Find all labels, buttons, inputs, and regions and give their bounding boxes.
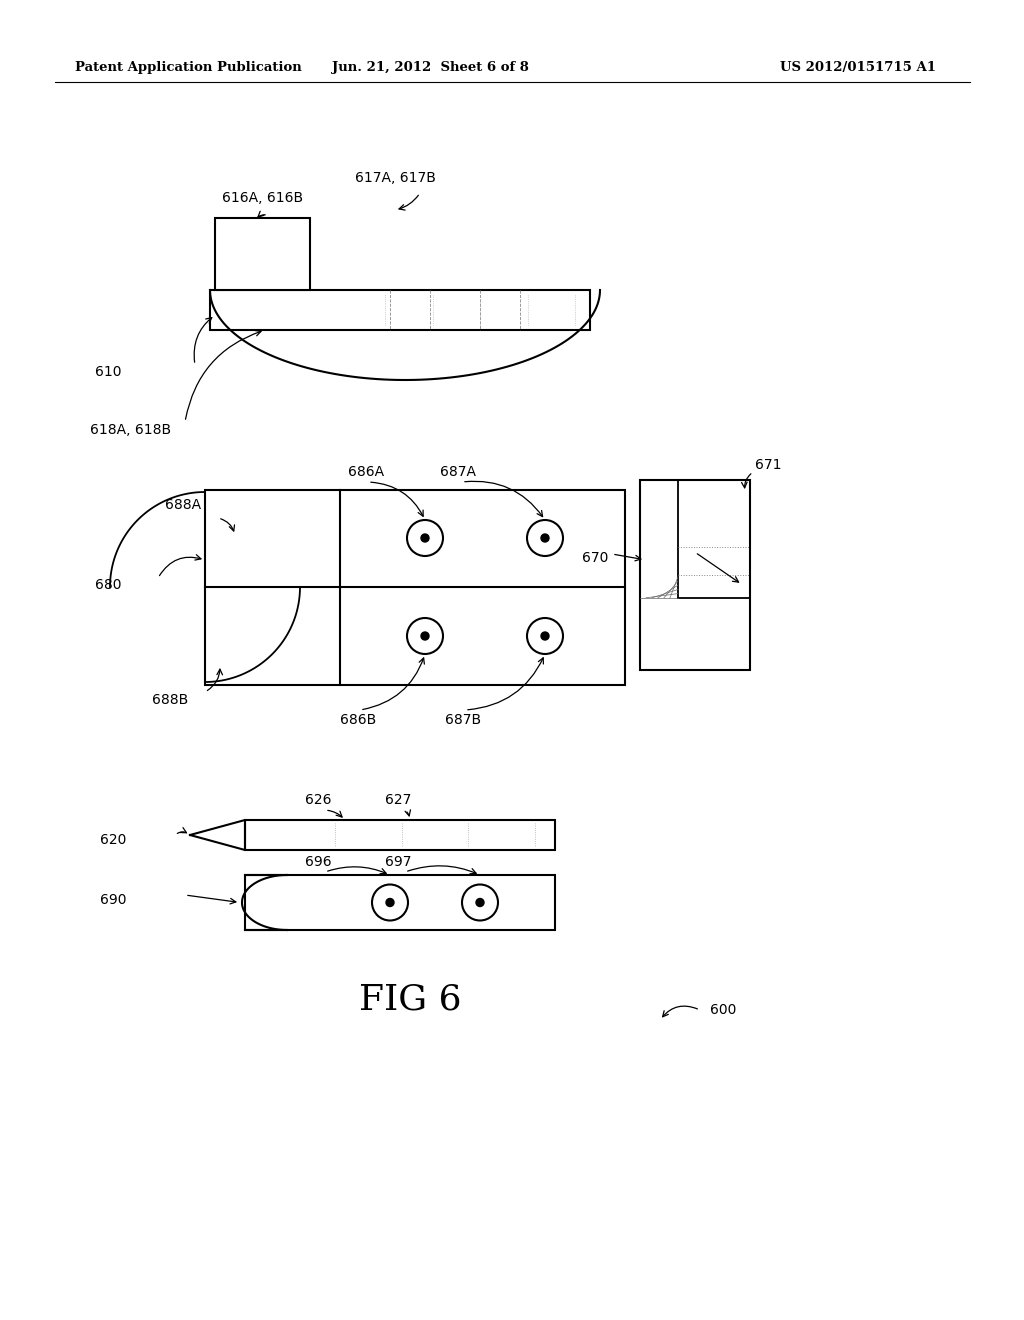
Bar (210, 290, 590, 330)
Text: 600: 600 (710, 1003, 736, 1016)
Text: US 2012/0151715 A1: US 2012/0151715 A1 (780, 62, 936, 74)
Circle shape (421, 632, 429, 640)
Bar (245, 820, 555, 850)
Text: 687B: 687B (445, 713, 481, 727)
Bar (215, 218, 310, 290)
Text: 688B: 688B (152, 693, 188, 708)
Circle shape (541, 535, 549, 543)
Circle shape (386, 899, 394, 907)
Text: 686A: 686A (348, 465, 384, 479)
Circle shape (476, 899, 484, 907)
Text: 671: 671 (755, 458, 781, 473)
Text: 686B: 686B (340, 713, 376, 727)
Bar (205, 490, 625, 685)
Circle shape (421, 535, 429, 543)
Text: 680: 680 (95, 578, 122, 591)
Text: 620: 620 (100, 833, 126, 847)
Text: 670: 670 (582, 550, 608, 565)
Text: Jun. 21, 2012  Sheet 6 of 8: Jun. 21, 2012 Sheet 6 of 8 (332, 62, 528, 74)
Text: 627: 627 (385, 793, 412, 807)
Text: 696: 696 (305, 855, 332, 869)
Text: Patent Application Publication: Patent Application Publication (75, 62, 302, 74)
Text: 626: 626 (305, 793, 332, 807)
Text: 618A, 618B: 618A, 618B (90, 422, 171, 437)
Text: FIG 6: FIG 6 (358, 983, 461, 1016)
Bar (245, 875, 555, 931)
Circle shape (541, 632, 549, 640)
Text: 687A: 687A (440, 465, 476, 479)
Text: 617A, 617B: 617A, 617B (355, 172, 436, 185)
Text: 616A, 616B: 616A, 616B (222, 191, 303, 205)
Text: 697: 697 (385, 855, 412, 869)
Text: 610: 610 (95, 366, 122, 379)
Text: 690: 690 (100, 894, 127, 907)
Bar (640, 480, 750, 671)
Text: 688A: 688A (165, 498, 201, 512)
